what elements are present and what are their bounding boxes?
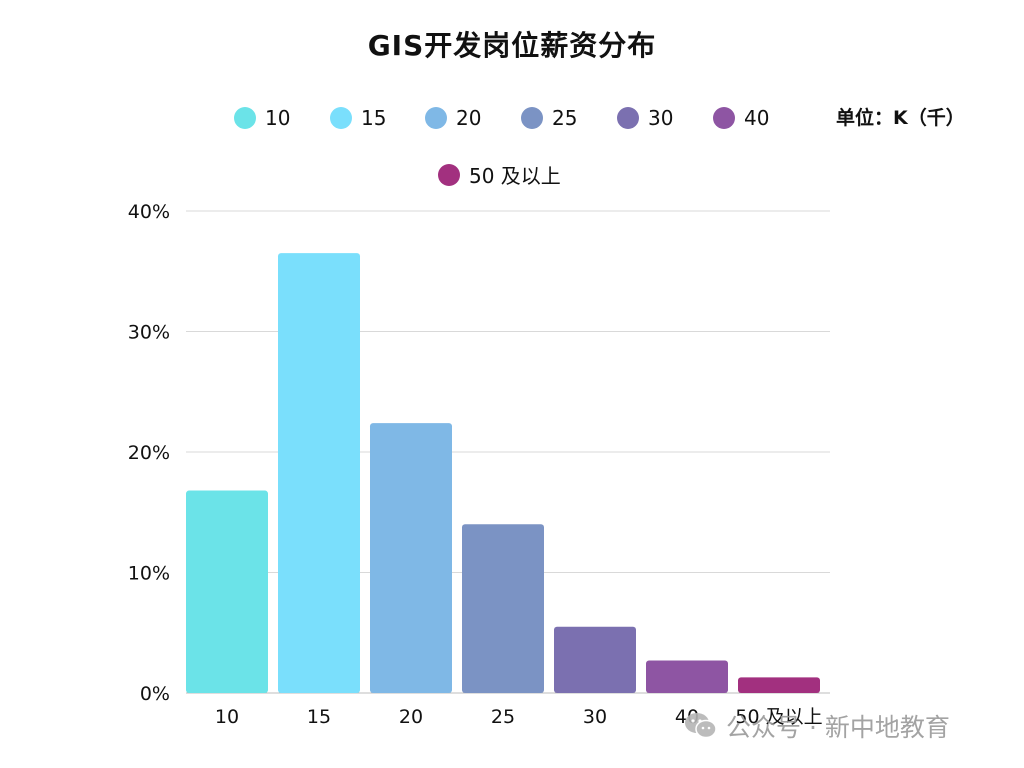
x-tick-label: 15 bbox=[307, 706, 331, 728]
bar-20[interactable] bbox=[370, 423, 452, 693]
x-tick-label: 25 bbox=[491, 706, 515, 728]
legend-marker bbox=[617, 107, 639, 129]
y-tick-label: 20% bbox=[128, 442, 170, 464]
x-tick-label: 10 bbox=[215, 706, 239, 728]
legend-label: 15 bbox=[361, 106, 387, 130]
legend-marker bbox=[521, 107, 543, 129]
legend-marker bbox=[330, 107, 352, 129]
y-axis-ticks: 0% 10% 20% 30% 40% bbox=[128, 201, 170, 705]
legend-item-20[interactable]: 20 bbox=[425, 106, 481, 130]
legend-item-15[interactable]: 15 bbox=[330, 106, 386, 130]
y-tick-label: 10% bbox=[128, 563, 170, 585]
y-tick-label: 0% bbox=[140, 683, 170, 705]
legend-marker bbox=[425, 107, 447, 129]
bar-25[interactable] bbox=[462, 524, 544, 693]
legend-marker bbox=[234, 107, 256, 129]
y-tick-label: 40% bbox=[128, 201, 170, 223]
watermark: 公众号 · 新中地教育 bbox=[684, 708, 950, 744]
legend-label: 50 及以上 bbox=[469, 164, 561, 188]
y-tick-label: 30% bbox=[128, 322, 170, 344]
legend-label: 25 bbox=[552, 106, 578, 130]
bar-50-及以上[interactable] bbox=[738, 677, 820, 693]
legend-label: 30 bbox=[648, 106, 674, 130]
bar-15[interactable] bbox=[278, 253, 360, 694]
legend-label: 10 bbox=[265, 106, 291, 130]
legend-item-40[interactable]: 40 bbox=[713, 106, 769, 130]
x-tick-label: 30 bbox=[583, 706, 607, 728]
legend-marker bbox=[438, 163, 460, 186]
legend-item-10[interactable]: 10 bbox=[234, 106, 290, 130]
unit-label: 单位：K（千） bbox=[836, 107, 965, 129]
legend-item-25[interactable]: 25 bbox=[521, 106, 577, 130]
bar-10[interactable] bbox=[186, 490, 268, 693]
legend-item-50-plus[interactable]: 50 及以上 bbox=[438, 160, 561, 189]
chart-title: GIS开发岗位薪资分布 bbox=[367, 29, 657, 62]
legend-item-30[interactable]: 30 bbox=[617, 106, 673, 130]
x-tick-label: 50 及以上 bbox=[735, 706, 822, 728]
bar-30[interactable] bbox=[554, 626, 636, 693]
x-tick-label: 20 bbox=[399, 706, 423, 728]
wechat-icon bbox=[685, 713, 717, 739]
legend-label: 20 bbox=[456, 106, 482, 130]
legend-label: 40 bbox=[744, 106, 770, 130]
bar-40[interactable] bbox=[646, 660, 728, 693]
legend-marker bbox=[713, 107, 735, 129]
bars bbox=[186, 253, 820, 694]
watermark-text: 公众号 · 新中地教育 bbox=[726, 713, 950, 742]
